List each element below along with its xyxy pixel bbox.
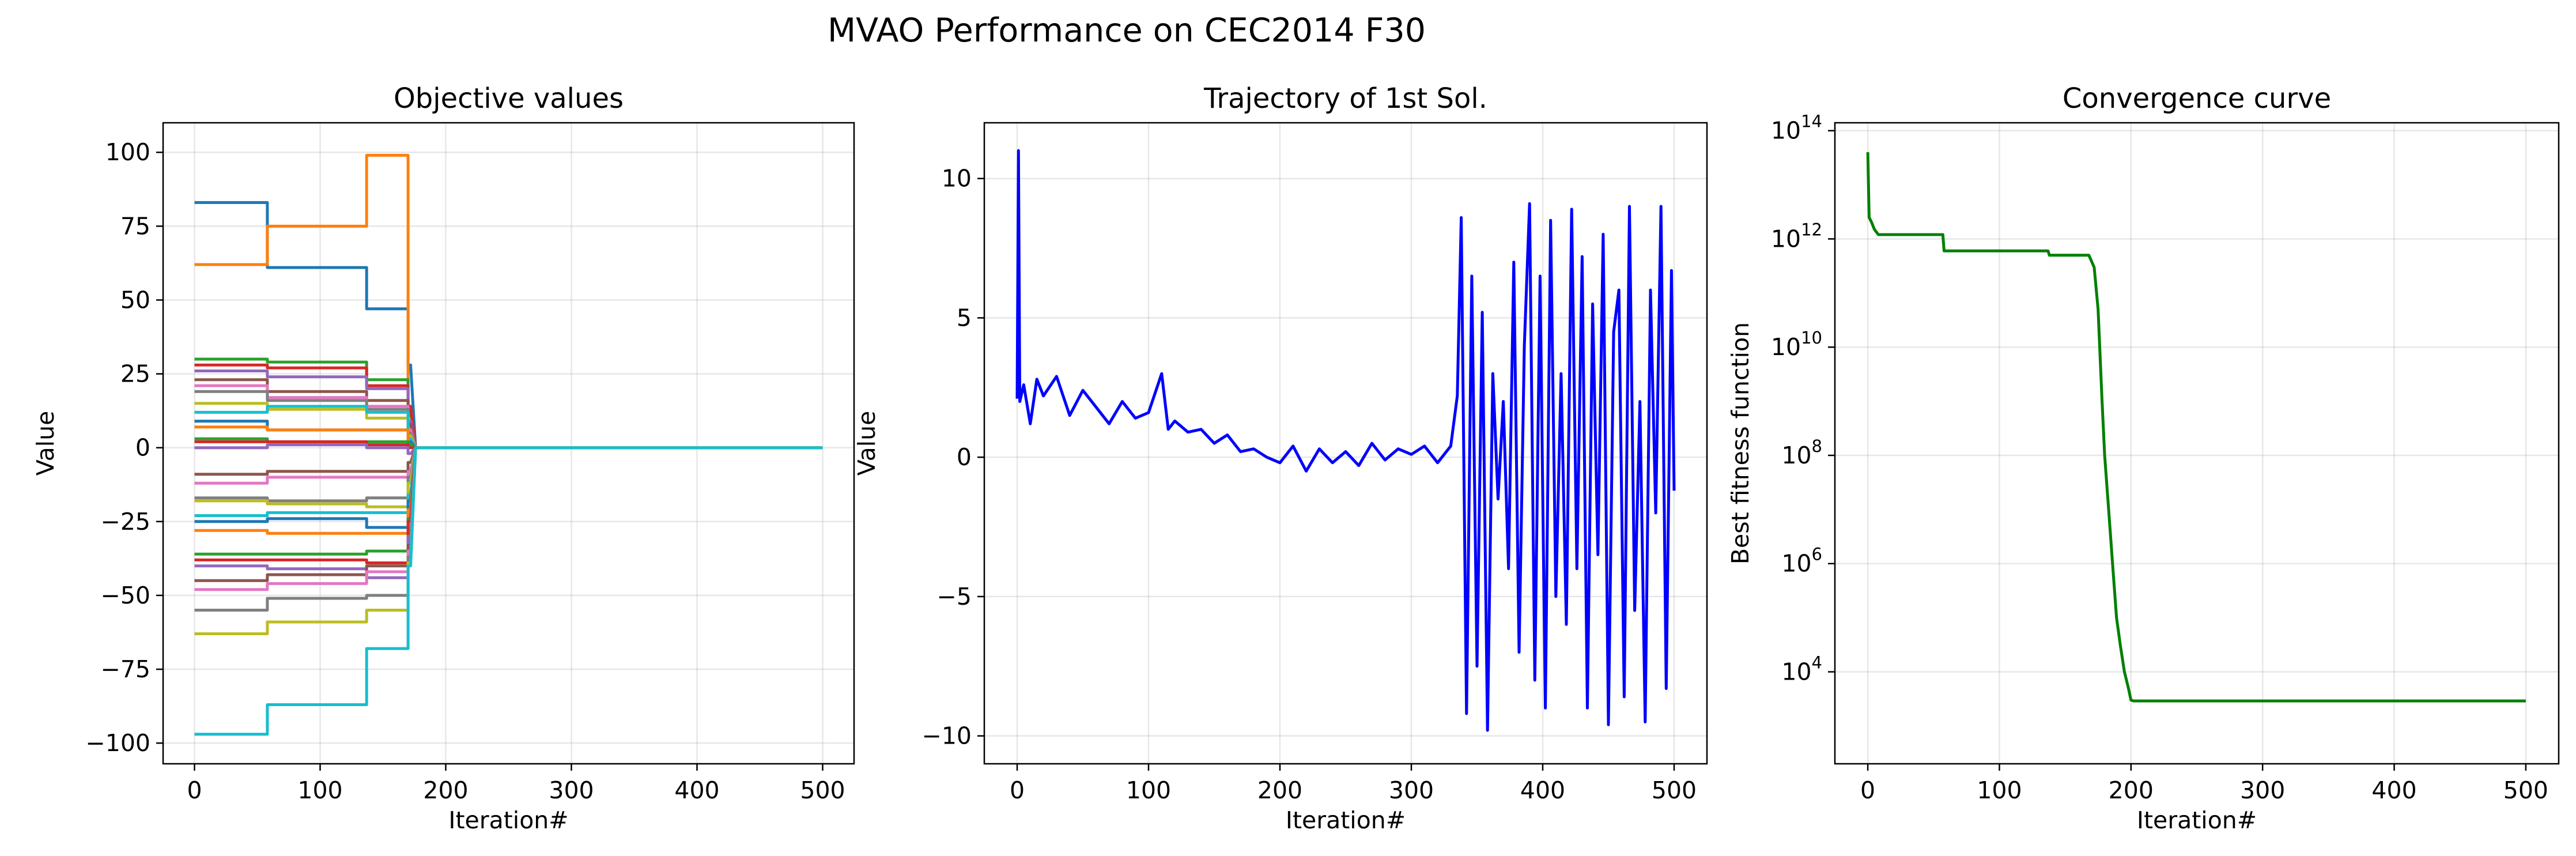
objective-values-series-group xyxy=(194,153,823,736)
convergence-title: Convergence curve xyxy=(2063,82,2331,115)
trajectory-title: Trajectory of 1st Sol. xyxy=(1203,82,1487,115)
objective-values-panel: Objective values Iteration# Value 0 100 20… xyxy=(32,82,855,834)
convergence-xlabel: Iteration# xyxy=(2137,806,2257,834)
objective-values-ytick-label: −75 xyxy=(100,655,150,683)
trajectory-xtick-label: 500 xyxy=(1652,776,1697,804)
convergence-xtick-label: 100 xyxy=(1977,776,2022,804)
figure-suptitle: MVAO Performance on CEC2014 F30 xyxy=(828,12,1426,50)
trajectory-xtick-label: 400 xyxy=(1520,776,1565,804)
convergence-axes-frame xyxy=(1834,122,2560,765)
trajectory-ytick-label: 10 xyxy=(942,165,972,193)
convergence-xtick-label: 200 xyxy=(2109,776,2154,804)
objective-values-ytick-label: −50 xyxy=(100,582,150,609)
convergence-series-line xyxy=(1866,152,2526,703)
objective-values-xtick-label: 100 xyxy=(297,776,342,804)
convergence-xtick-label: 0 xyxy=(1860,776,1875,804)
trajectory-ytick-label: 0 xyxy=(957,443,972,471)
trajectory-series-group xyxy=(1015,149,1676,732)
objective-values-ytick-label: 100 xyxy=(105,138,150,166)
trajectory-xtick-label: 0 xyxy=(1010,776,1025,804)
objective-values-ytick-label: 25 xyxy=(120,360,150,388)
convergence-xtick-label: 500 xyxy=(2503,776,2548,804)
trajectory-xtick-label: 300 xyxy=(1389,776,1434,804)
objective-values-xtick-label: 300 xyxy=(549,776,594,804)
objective-values-ytick-label: 75 xyxy=(120,212,150,240)
trajectory-ytick-label: −10 xyxy=(921,722,972,750)
objective-values-xtick-label: 200 xyxy=(423,776,468,804)
trajectory-xlabel: Iteration# xyxy=(1286,806,1406,834)
trajectory-xtick-label: 100 xyxy=(1126,776,1171,804)
objective-values-xtick-label: 500 xyxy=(800,776,845,804)
convergence-ylabel: Best fitness function xyxy=(1727,322,1754,564)
trajectory-xtick-label: 200 xyxy=(1257,776,1302,804)
trajectory-axes-frame xyxy=(983,122,1708,765)
trajectory-ytick-label: −5 xyxy=(937,583,972,610)
objective-values-xtick-label: 0 xyxy=(187,776,202,804)
objective-values-axes-frame xyxy=(162,122,855,765)
convergence-series-group xyxy=(1866,152,2526,703)
objective-values-ylabel: Value xyxy=(32,411,59,476)
objective-values-title: Objective values xyxy=(394,82,624,115)
trajectory-ylabel: Value xyxy=(853,411,881,476)
objective-values-ytick-label: 50 xyxy=(120,286,150,314)
trajectory-panel: Trajectory of 1st Sol. Iteration# Value … xyxy=(853,82,1708,834)
trajectory-ytick-label: 5 xyxy=(957,304,972,331)
convergence-panel: Convergence curve Iteration# Best fitnes… xyxy=(1727,82,2560,834)
objective-values-series-line xyxy=(194,446,823,736)
objective-values-xtick-label: 400 xyxy=(674,776,719,804)
objective-values-xlabel: Iteration# xyxy=(448,806,568,834)
trajectory-series-line xyxy=(1015,149,1676,732)
convergence-xtick-label: 400 xyxy=(2371,776,2416,804)
objective-values-ytick-label: −100 xyxy=(85,729,150,757)
objective-values-ytick-label: 0 xyxy=(135,434,150,462)
convergence-xtick-label: 300 xyxy=(2240,776,2285,804)
objective-values-ytick-label: −25 xyxy=(100,508,150,536)
